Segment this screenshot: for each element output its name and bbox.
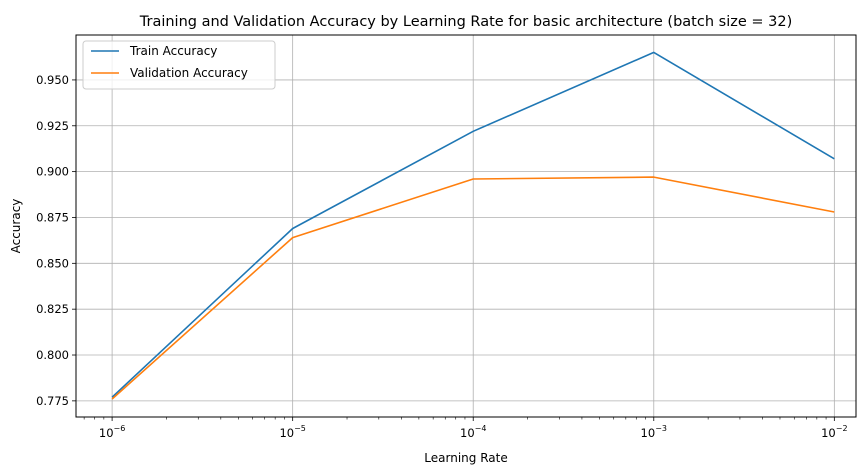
- y-tick-label: 0.800: [36, 348, 69, 362]
- x-axis-label: Learning Rate: [424, 451, 507, 465]
- y-tick-label: 0.950: [36, 73, 69, 87]
- y-tick-label: 0.850: [36, 256, 69, 270]
- legend-validation-label: Validation Accuracy: [130, 66, 248, 80]
- legend-box: [82, 40, 276, 90]
- x-axis-ticks: 10−6 10−5 10−4 10−3 10−2: [99, 417, 848, 440]
- y-tick-label: 0.875: [36, 210, 69, 224]
- x-tick-label: 10−3: [641, 424, 667, 440]
- x-tick-label: 10−6: [99, 424, 125, 440]
- x-tick-label: 10−2: [821, 424, 847, 440]
- x-tick-label: 10−4: [460, 424, 486, 440]
- x-minor-ticks: [83, 417, 827, 420]
- legend-train-label: Train Accuracy: [129, 44, 217, 58]
- x-tick-label: 10−5: [279, 424, 305, 440]
- y-tick-label: 0.925: [36, 119, 69, 133]
- y-tick-label: 0.900: [36, 165, 69, 179]
- series-lines: [111, 51, 835, 400]
- y-tick-label: 0.825: [36, 302, 69, 316]
- y-tick-label: 0.775: [36, 394, 69, 408]
- y-axis-label: Accuracy: [9, 199, 23, 254]
- chart-title: Training and Validation Accuracy by Lear…: [139, 14, 792, 30]
- grid-lines: [76, 35, 856, 417]
- plot-area-frame: [75, 34, 857, 418]
- y-axis-ticks: 0.775 0.800 0.825 0.850 0.875 0.900 0.925 0.950: [36, 73, 76, 408]
- legend: Train Accuracy Validation Accuracy: [82, 40, 276, 90]
